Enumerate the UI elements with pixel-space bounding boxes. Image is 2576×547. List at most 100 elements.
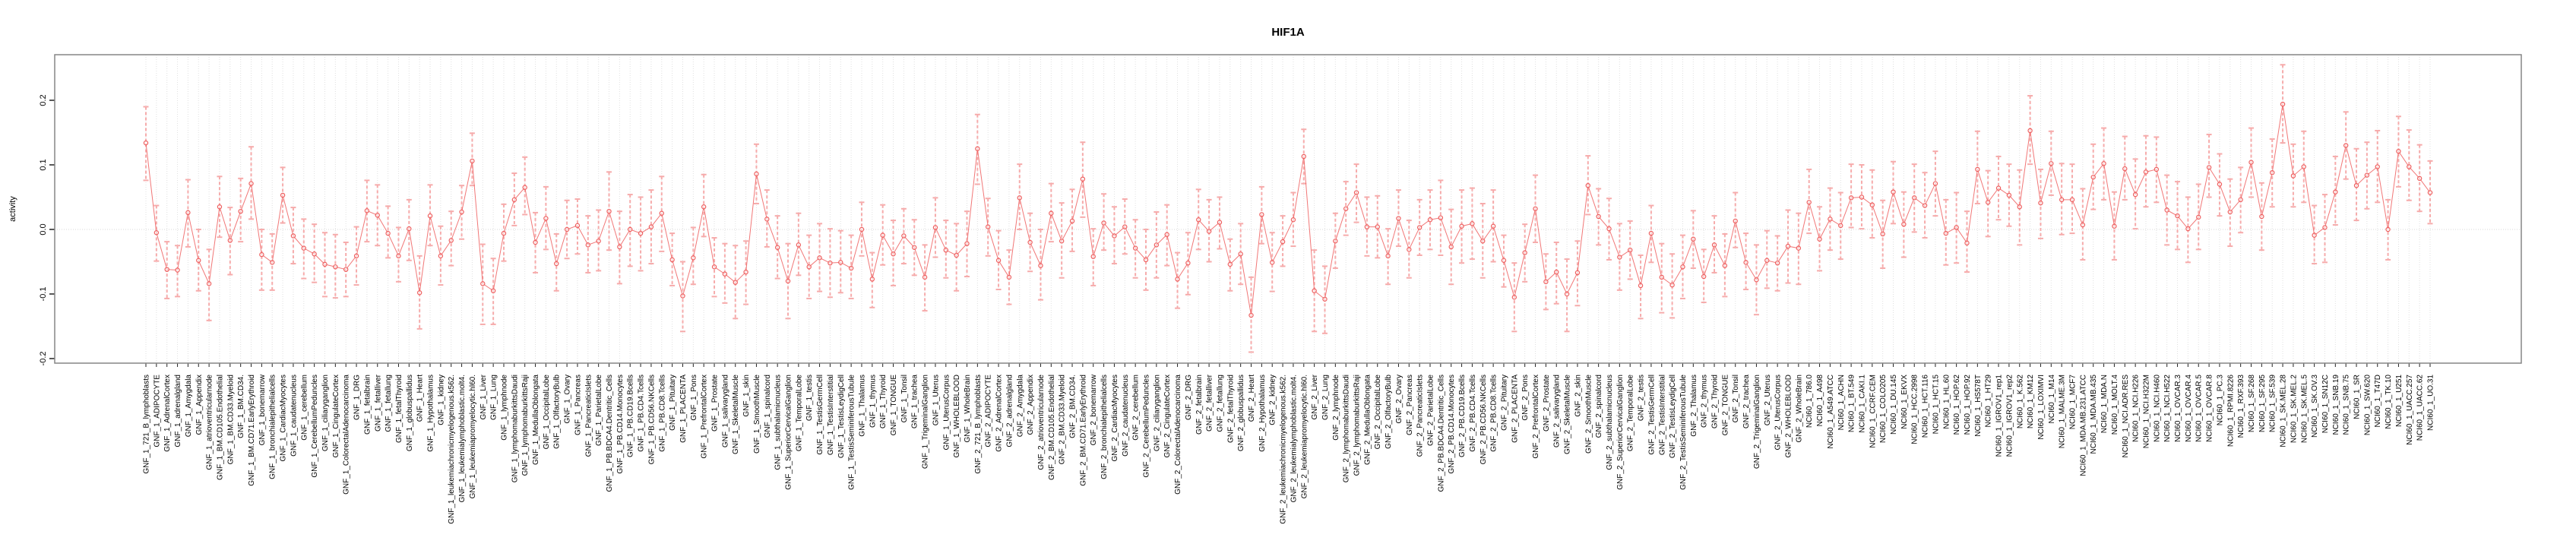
data-point [1522,250,1527,255]
x-tick-label: GNF_1_Ovary [564,375,572,423]
data-point [2427,190,2433,195]
chart-title: HIF1A [1271,26,1305,39]
x-tick-label: NCI60_1_IGROV1_rep2 [2005,375,2014,457]
x-tick-label: GNF_1_UterusCorpus [942,375,951,450]
data-point [1628,247,1633,253]
data-point [1322,296,1328,302]
x-tick-label: NCI60_1_MCF7 [2069,375,2078,430]
x-tick-label: NCI60_1_A549.ATCC [1827,375,1835,449]
x-tick-label: GNF_1_PLACENTA [679,375,688,443]
x-tick-label: GNF_2_MedullaOblongata [1363,375,1372,465]
data-point [1680,264,1685,270]
x-tick-label: GNF_2_lymphomaburkittsRaji [1353,375,1362,476]
x-tick-label: GNF_1_BM.CD34. [237,375,245,438]
x-tick-label: NCI60_1_UACC.62 [2416,375,2425,441]
data-point [1343,206,1349,211]
data-point [2090,174,2096,180]
data-point [1175,277,1180,282]
x-tick-label: NCI60_1_CAKI.1 [1858,375,1866,433]
data-point [1711,242,1717,248]
data-point [1848,195,1854,201]
x-tick-label: GNF_1_Pons [690,375,698,421]
x-tick-label: GNF_1_ParietalLobe [595,375,603,446]
x-tick-label: NCI60_1_OVCAR.3 [2174,375,2182,442]
data-point [175,267,180,273]
data-point [774,245,780,250]
data-point [1059,239,1065,244]
data-point [1501,258,1507,263]
x-tick-label: GNF_1_MedullaOblongata [532,375,540,465]
data-point [353,253,359,259]
x-tick-label: NCI60_1_HCT.116 [1922,375,1930,438]
data-point [470,158,475,164]
x-tick-label: GNF_2_fetalliver [1206,374,1214,432]
data-point [1606,226,1612,232]
data-point [1796,245,1802,251]
data-point [143,140,149,146]
x-tick-label: GNF_1_Thyroid [879,375,888,428]
data-point [2248,160,2254,165]
x-tick-label: GNF_1_ColorectalAdenocarcinoma [343,375,351,495]
x-axis: GNF_1_721_B_lymphoblasts GNF_1_ADIPOCYTE G… [143,363,2435,524]
data-points [143,101,2433,318]
x-tick-label: NCI60_1_NCI.H522 [2163,375,2172,442]
x-tick-label: GNF_2_Appendix [1027,375,1035,435]
data-point [2027,128,2033,134]
data-point [1880,231,1885,237]
x-tick-label: GNF_2_leukemialymphoblastic.molt4. [1290,375,1298,502]
x-tick-label: GNF_1_Appendix [195,375,204,435]
data-point [628,226,633,232]
plot-border [54,54,2522,364]
data-point [564,226,570,232]
x-tick-label: GNF_2_leukemiapromyelocytic.hl60. [1300,375,1309,498]
data-point [2164,207,2169,213]
data-point [617,244,622,250]
x-tick-label: GNF_2_Ovary [1395,375,1404,423]
x-tick-label: GNF_2_bronchialepithelialcells [1100,375,1109,479]
data-point [964,241,970,246]
x-tick-label: GNF_2_WholeBrain [1795,375,1803,442]
x-tick-label: GNF_2_Hypothalamus [1258,375,1267,452]
x-tick-label: GNF_1_TestisGermCell [816,375,824,455]
x-tick-label: NCI60_1_MDA.MB.231.ATCC [2079,375,2087,476]
data-point [986,224,991,229]
x-tick-label: GNF_2_Uterus [1764,375,1772,425]
data-point [1648,230,1654,236]
x-tick-label: GNF_2_Pancreas [1406,375,1414,435]
data-point [1743,260,1748,265]
x-tick-label: NCI60_1_SF.295 [2258,375,2267,433]
data-point [2396,148,2401,154]
data-point [543,216,549,221]
data-point [2312,232,2317,238]
x-tick-label: GNF_2_Thalamus [1690,375,1698,437]
x-tick-label: GNF_2_PB.CD8.Tcells [1490,375,1498,452]
data-point [1112,233,1117,239]
x-tick-label: NCI60_1_TK.10 [2385,375,2393,429]
data-point [1353,190,1359,195]
data-point [480,281,486,286]
data-point [859,226,865,232]
x-tick-label: GNF_1_atrioventricularnode [206,375,214,470]
data-point [1543,279,1549,285]
x-tick-label: NCI60_1_HOP.62 [1953,375,1961,435]
x-tick-label: GNF_2_TemporalLobe [1627,375,1635,452]
data-point [743,269,748,275]
x-tick-label: GNF_2_fetalbrain [1195,375,1204,435]
data-point [806,264,812,270]
x-tick-label: GNF_2_TrigeminalGanglion [1753,375,1761,469]
data-point [1407,247,1412,252]
x-tick-label: NCI60_1_CCRF.CEM [1869,375,1877,448]
data-point [574,223,581,229]
x-tick-label: GNF_2_Heart [1248,375,1256,422]
data-point [669,257,675,263]
x-tick-label: NCI60_1_SK.OV.3 [2311,375,2319,438]
x-tick-label: NCI60_1_U251 [2395,375,2404,427]
x-tick-label: GNF_1_leukemiachronicmyelogenous.k562. [448,375,456,524]
data-point [1912,195,1917,201]
data-point [554,261,559,267]
x-tick-label: NCI60_1_HOP.92 [1964,375,1972,435]
data-point [1038,263,1043,268]
x-tick-label: GNF_1_fetalliver [374,374,382,432]
data-point [1248,312,1254,318]
x-tick-label: GNF_2_kidney [1269,375,1277,425]
